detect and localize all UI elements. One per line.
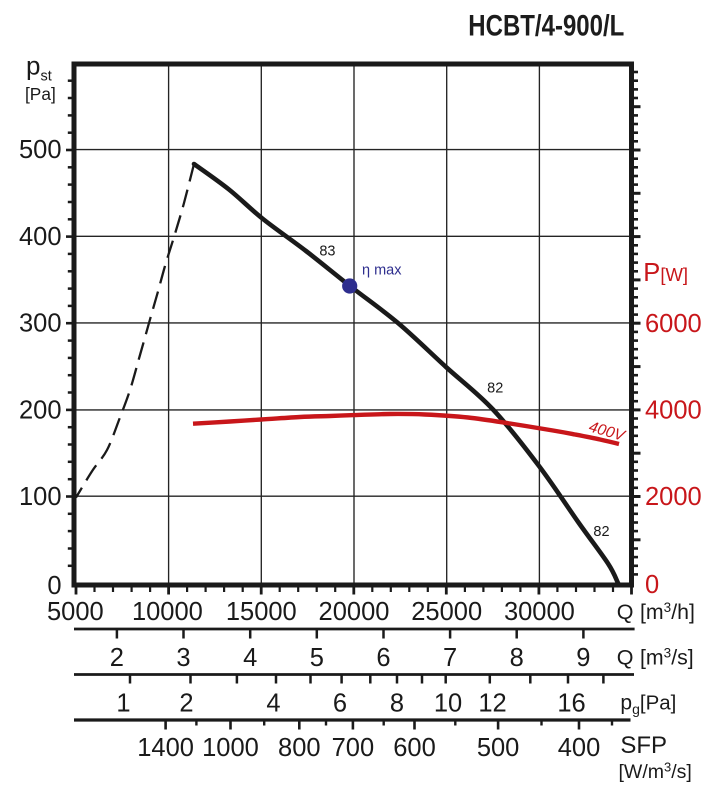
- svg-text:6: 6: [376, 644, 390, 672]
- svg-text:SFP: SFP: [620, 732, 667, 759]
- svg-text:0: 0: [47, 572, 61, 600]
- svg-text:16: 16: [557, 689, 585, 717]
- svg-text:10000: 10000: [132, 598, 203, 626]
- svg-text:2: 2: [110, 644, 124, 672]
- svg-text:15000: 15000: [226, 598, 297, 626]
- svg-text:300: 300: [19, 310, 62, 338]
- svg-text:2: 2: [179, 689, 193, 717]
- svg-text:7: 7: [443, 644, 457, 672]
- svg-text:500: 500: [477, 734, 520, 762]
- svg-text:4000: 4000: [645, 397, 702, 425]
- svg-text:10: 10: [434, 689, 462, 717]
- svg-text:η max: η max: [362, 263, 402, 279]
- svg-text:5000: 5000: [47, 598, 104, 626]
- svg-text:[W/m3/s]: [W/m3/s]: [619, 760, 692, 784]
- svg-text:8: 8: [510, 644, 524, 672]
- svg-text:83: 83: [319, 243, 335, 259]
- svg-text:400: 400: [19, 223, 62, 251]
- svg-text:3: 3: [176, 644, 190, 672]
- svg-text:82: 82: [487, 380, 503, 396]
- svg-text:20000: 20000: [319, 598, 390, 626]
- svg-text:8: 8: [390, 689, 404, 717]
- svg-text:Q: Q: [617, 646, 634, 670]
- svg-text:25000: 25000: [411, 598, 482, 626]
- svg-text:4: 4: [266, 689, 280, 717]
- svg-text:1: 1: [116, 689, 130, 717]
- svg-text:1000: 1000: [202, 734, 259, 762]
- svg-text:30000: 30000: [504, 598, 575, 626]
- svg-text:pg[Pa]: pg[Pa]: [620, 692, 676, 718]
- svg-text:2000: 2000: [645, 483, 702, 511]
- svg-text:1400: 1400: [137, 734, 194, 762]
- svg-text:12: 12: [478, 689, 506, 717]
- svg-text:700: 700: [332, 734, 375, 762]
- svg-text:[Pa]: [Pa]: [25, 84, 56, 104]
- svg-text:HCBT/4-900/L: HCBT/4-900/L: [468, 9, 624, 42]
- svg-text:6000: 6000: [645, 310, 702, 338]
- svg-text:Q: Q: [617, 600, 634, 624]
- svg-text:100: 100: [19, 483, 62, 511]
- svg-text:5: 5: [310, 644, 324, 672]
- svg-text:82: 82: [593, 524, 609, 540]
- svg-text:800: 800: [278, 734, 321, 762]
- svg-text:200: 200: [19, 397, 62, 425]
- svg-text:4: 4: [243, 644, 257, 672]
- svg-text:600: 600: [393, 734, 436, 762]
- svg-text:0: 0: [645, 571, 659, 599]
- svg-text:P[W]: P[W]: [643, 259, 688, 287]
- svg-text:400: 400: [558, 734, 601, 762]
- svg-text:500: 500: [19, 136, 62, 164]
- svg-text:9: 9: [576, 644, 590, 672]
- svg-text:6: 6: [333, 689, 347, 717]
